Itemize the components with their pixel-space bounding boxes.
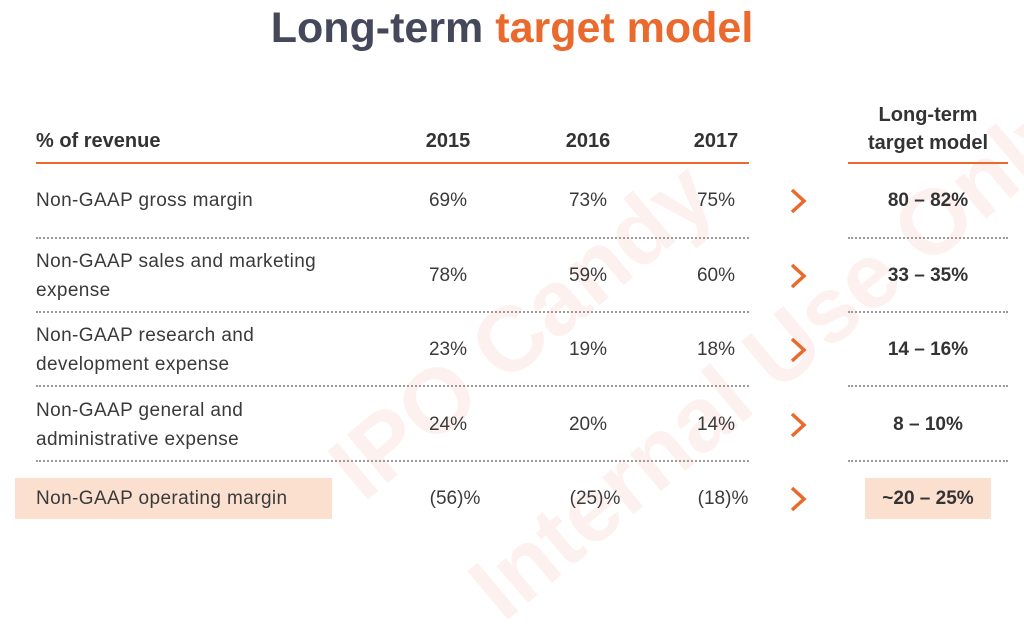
row-divider-target	[848, 460, 1008, 462]
page-title-accent: target model	[495, 4, 754, 52]
cell-2016: 73%	[568, 190, 608, 211]
row-divider	[36, 237, 749, 239]
cell-2015: 69%	[428, 190, 468, 211]
cell-2016: 19%	[568, 339, 608, 360]
cell-2016: (25)%	[569, 488, 621, 509]
cell-2015: 24%	[428, 414, 468, 435]
row-label: Non-GAAP gross margin	[36, 186, 253, 215]
row-label-line-1: Non-GAAP general and	[36, 400, 244, 421]
row-label-line-1: Non-GAAP research and	[36, 325, 255, 346]
row-label-line-2: expense	[36, 280, 111, 301]
row-label: Non-GAAP general and administrative expe…	[36, 396, 243, 454]
row-label-line-1: Non-GAAP sales and marketing	[36, 251, 317, 272]
cell-target: 80 – 82%	[887, 190, 969, 211]
cell-2017: 60%	[696, 265, 736, 286]
row-divider-target	[848, 385, 1008, 387]
header-year-2017: 2017	[693, 130, 739, 152]
chevron-right-icon	[790, 263, 807, 289]
row-label: Non-GAAP sales and marketing expense	[36, 247, 316, 305]
header-target-line-1: Long-term	[878, 104, 978, 126]
header-label: % of revenue	[36, 130, 161, 152]
header-rule-left	[36, 162, 749, 164]
page-title: Long-term target model	[0, 4, 1024, 53]
row-label-line-1: Non-GAAP operating margin	[36, 488, 288, 509]
row-divider	[36, 385, 749, 387]
header-rule-right	[848, 162, 1008, 164]
page-title-main: Long-term	[270, 4, 484, 52]
header-target-line-2: target model	[867, 132, 989, 154]
row-label: Non-GAAP research and development expens…	[36, 321, 254, 379]
chevron-right-icon	[790, 412, 807, 438]
row-divider-target	[848, 237, 1008, 239]
highlight-operating-margin-label	[15, 478, 332, 519]
cell-2017: 75%	[696, 190, 736, 211]
row-label-line-2: administrative expense	[36, 429, 240, 450]
cell-target: 14 – 16%	[887, 339, 969, 360]
chevron-right-icon	[790, 486, 807, 512]
highlight-operating-margin-target	[865, 478, 991, 519]
row-label-line-1: Non-GAAP gross margin	[36, 190, 254, 211]
row-label-line-2: development expense	[36, 354, 230, 375]
header-year-2016: 2016	[565, 130, 611, 152]
row-divider	[36, 311, 749, 313]
cell-2017: 14%	[696, 414, 736, 435]
row-divider	[36, 460, 749, 462]
header-year-2015: 2015	[425, 130, 471, 152]
row-label: Non-GAAP operating margin	[36, 484, 288, 513]
cell-2017: (18)%	[697, 488, 749, 509]
header-target: Long-term target model	[848, 101, 1008, 157]
chevron-right-icon	[790, 337, 807, 363]
cell-2017: 18%	[696, 339, 736, 360]
cell-2015: 23%	[428, 339, 468, 360]
cell-target: 8 – 10%	[893, 414, 963, 435]
cell-target: 33 – 35%	[887, 265, 969, 286]
cell-target: ~20 – 25%	[882, 488, 974, 509]
cell-2015: 78%	[428, 265, 468, 286]
cell-2016: 20%	[568, 414, 608, 435]
row-divider-target	[848, 311, 1008, 313]
cell-2015: (56)%	[429, 488, 481, 509]
chevron-right-icon	[790, 188, 807, 214]
cell-2016: 59%	[568, 265, 608, 286]
